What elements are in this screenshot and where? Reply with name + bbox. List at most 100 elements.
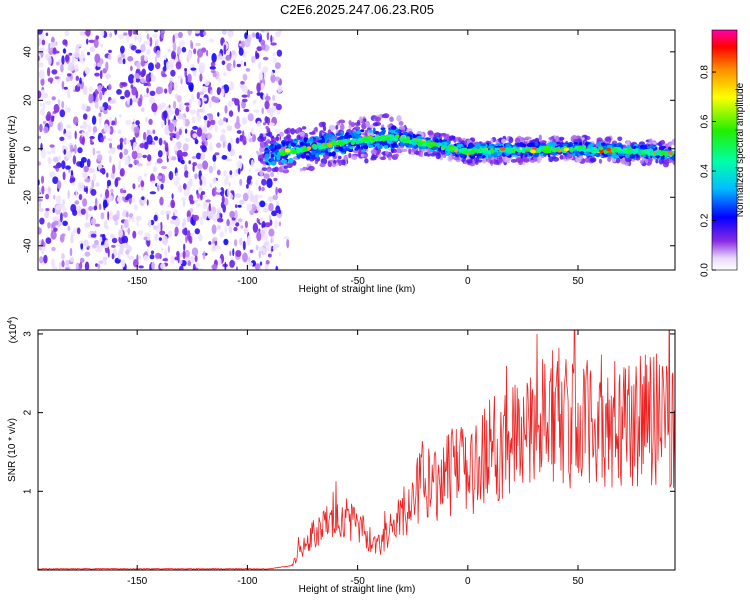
noise-cell: [264, 100, 270, 110]
signal-halo-cell: [400, 148, 408, 152]
noise-cell: [243, 228, 249, 235]
colorbar-tick-label: 0.4: [700, 164, 711, 178]
noise-cell: [68, 52, 73, 56]
noise-cell: [190, 94, 194, 102]
noise-cell: [61, 260, 65, 268]
noise-cell: [178, 128, 182, 136]
noise-cell: [40, 142, 43, 152]
noise-cell: [212, 154, 217, 162]
noise-cell: [229, 250, 232, 256]
noise-cell: [94, 101, 99, 109]
signal-halo-cell: [261, 167, 268, 172]
signal-halo-cell: [596, 137, 603, 143]
noise-cell: [271, 71, 274, 76]
noise-cell: [223, 238, 229, 246]
noise-cell: [49, 171, 53, 178]
noise-cell: [90, 217, 97, 226]
noise-cell: [99, 168, 106, 174]
noise-cell: [94, 72, 100, 77]
snr-y-axis-label: SNR (10 * v/v): [7, 418, 18, 482]
noise-cell: [221, 155, 228, 160]
noise-cell: [193, 116, 196, 124]
signal-halo-cell: [398, 125, 406, 131]
noise-cell: [221, 128, 226, 134]
signal-halo-cell: [312, 130, 316, 135]
noise-cell: [103, 220, 108, 229]
signal-band-cell: [595, 152, 601, 158]
signal-halo-cell: [296, 127, 301, 134]
noise-cell: [202, 250, 206, 260]
noise-cell: [62, 39, 68, 46]
signal-halo-cell: [443, 154, 447, 158]
noise-cell: [184, 128, 188, 134]
y-tick-label: -40: [23, 238, 34, 253]
noise-cell: [111, 244, 116, 248]
noise-cell: [83, 239, 89, 247]
signal-core-cell: [312, 146, 318, 150]
noise-cell: [45, 208, 50, 212]
noise-cell: [150, 250, 155, 255]
noise-cell: [262, 56, 269, 61]
noise-cell: [140, 180, 145, 188]
y-tick-label: 1: [23, 488, 34, 494]
noise-cell: [151, 180, 155, 185]
signal-core-cell: [637, 150, 643, 155]
noise-cell: [107, 138, 113, 142]
noise-cell: [69, 177, 75, 184]
signal-core-cell: [514, 148, 521, 152]
noise-cell: [42, 120, 47, 125]
signal-band-cell: [642, 144, 648, 149]
noise-cell: [74, 130, 77, 140]
noise-cell: [81, 103, 87, 111]
noise-cell: [185, 266, 188, 270]
signal-core-cell: [378, 138, 382, 142]
signal-core-cell: [556, 147, 561, 150]
signal-core-cell: [574, 145, 578, 149]
noise-cell: [119, 244, 124, 255]
signal-halo-cell: [337, 155, 342, 160]
noise-cell: [123, 148, 129, 156]
noise-cell: [80, 208, 86, 215]
noise-cell: [251, 32, 256, 38]
signal-band-cell: [282, 141, 286, 147]
signal-band-cell: [408, 144, 415, 148]
noise-cell: [41, 185, 45, 195]
noise-cell: [254, 194, 259, 203]
noise-cell: [112, 214, 119, 222]
signal-halo-cell: [321, 121, 327, 127]
noise-cell: [170, 199, 175, 209]
noise-cell: [279, 30, 282, 34]
noise-cell: [189, 255, 195, 263]
noise-cell: [184, 118, 190, 127]
signal-halo-cell: [558, 136, 565, 141]
colorbar-tick-label: 0.6: [700, 114, 711, 128]
noise-cell: [61, 253, 65, 260]
signal-core-cell: [649, 148, 654, 153]
noise-cell: [188, 160, 191, 165]
y-tick-label: 40: [23, 46, 34, 58]
noise-cell: [240, 81, 245, 85]
noise-cell: [173, 119, 177, 127]
noise-cell: [185, 106, 190, 113]
signal-halo-cell: [365, 120, 371, 128]
noise-cell: [130, 65, 133, 72]
noise-cell: [84, 251, 91, 257]
noise-cell: [131, 215, 135, 223]
noise-cell: [109, 99, 116, 104]
noise-cell: [192, 263, 196, 270]
noise-cell: [162, 258, 168, 262]
noise-cell: [39, 217, 45, 225]
noise-cell: [267, 196, 274, 202]
signal-band-cell: [334, 149, 340, 153]
noise-cell: [179, 259, 183, 265]
signal-core-cell: [642, 149, 648, 153]
signal-core-cell: [651, 152, 655, 156]
x-tick-label: -100: [237, 576, 257, 587]
noise-cell: [255, 179, 259, 187]
noise-cell: [139, 143, 145, 149]
noise-cell: [258, 250, 261, 259]
noise-cell: [40, 148, 47, 159]
noise-cell: [159, 196, 164, 206]
signal-band-cell: [307, 142, 311, 148]
signal-halo-cell: [298, 131, 305, 137]
